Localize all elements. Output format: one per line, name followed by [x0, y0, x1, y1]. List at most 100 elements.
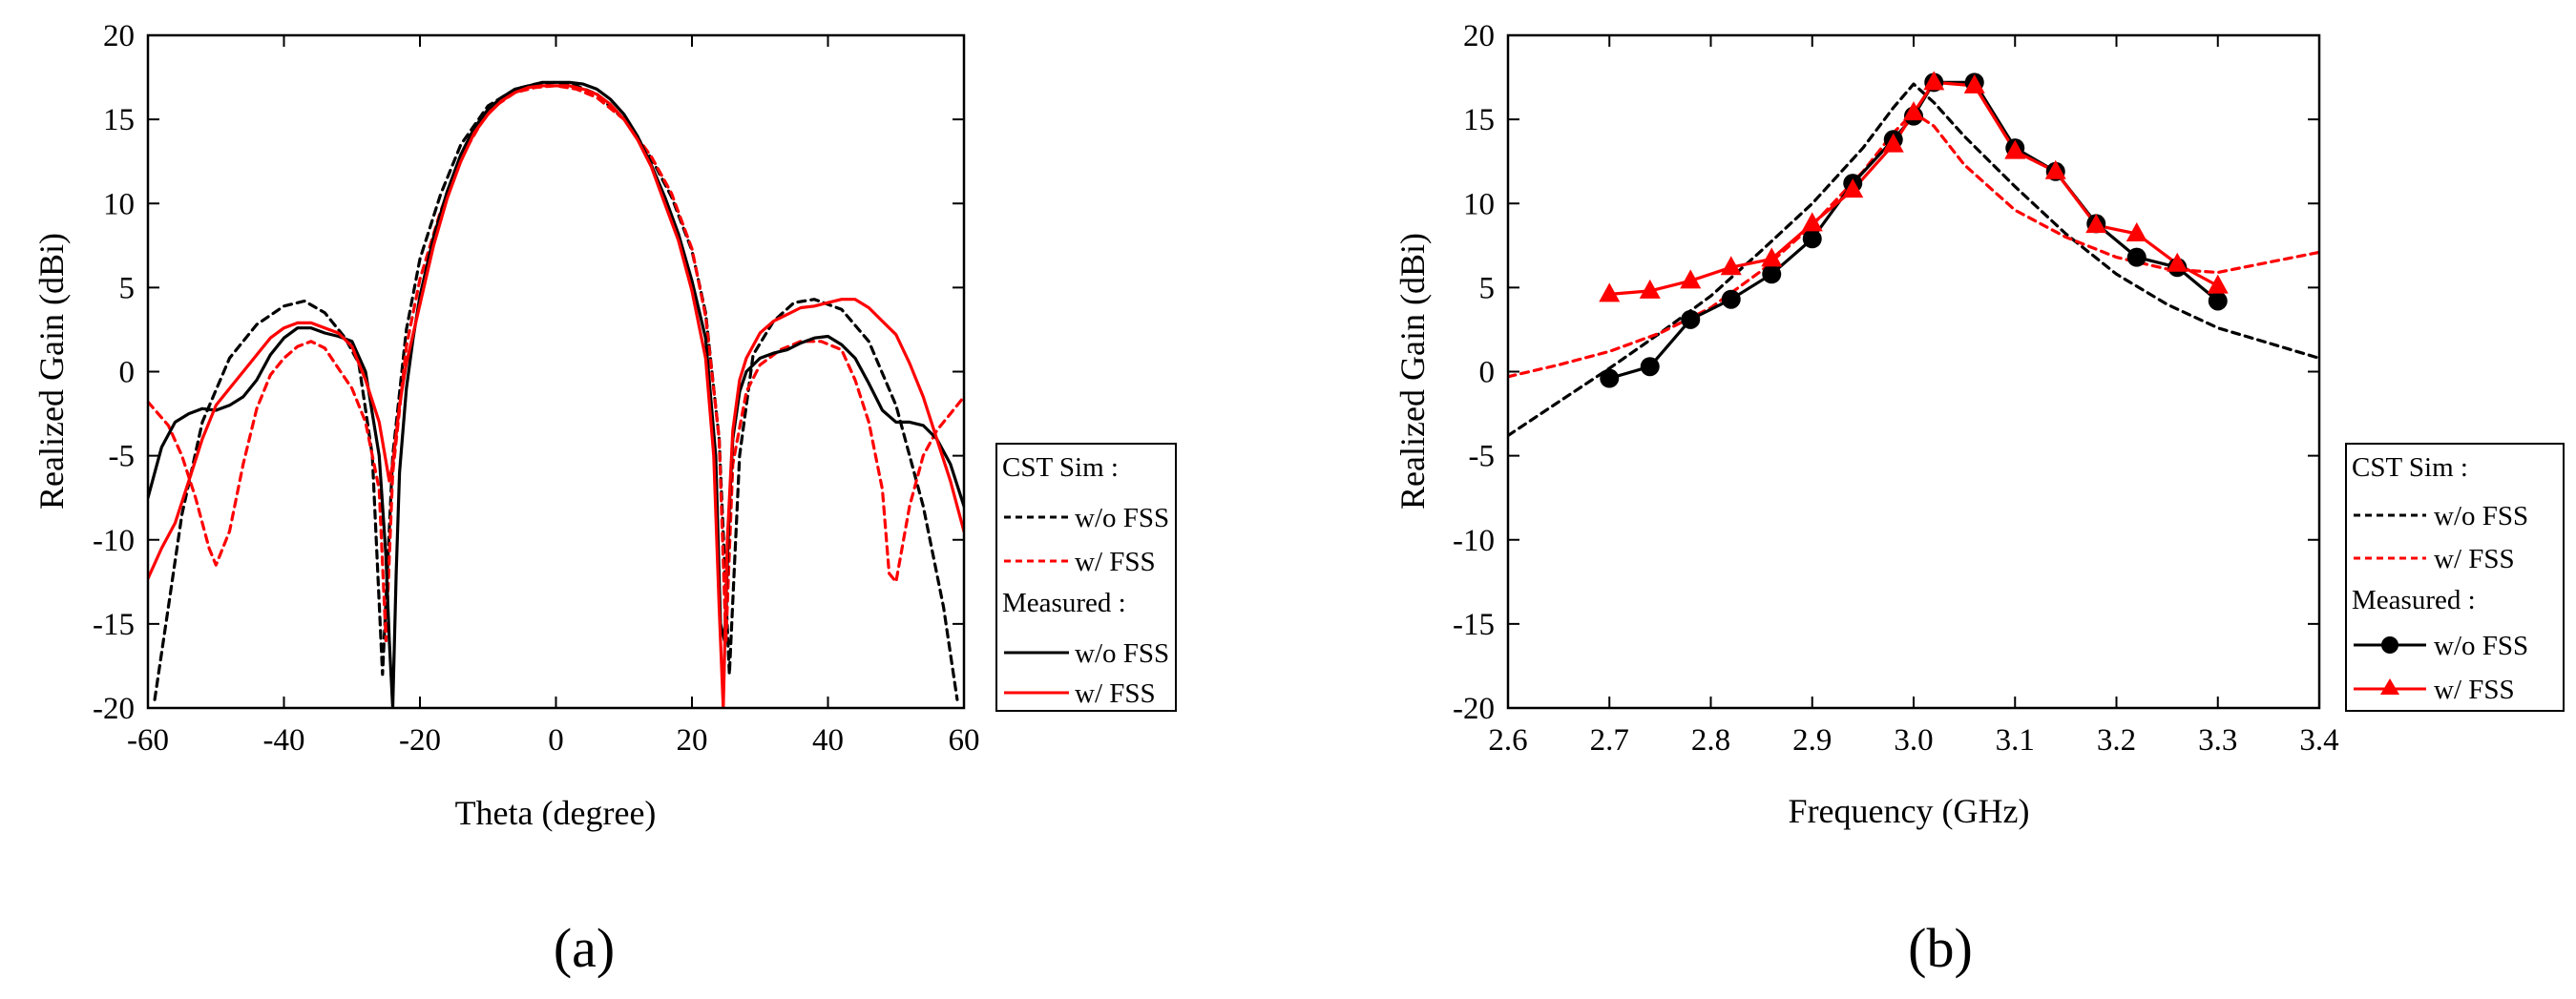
legend-group-sim: CST Sim :: [1002, 452, 1119, 483]
x-tick-label: -60: [127, 723, 169, 758]
legend: CST Sim : w/o FSS w/ FSS Measured : w/o …: [2345, 443, 2565, 712]
legend-marker-meas-w: [2380, 678, 2399, 695]
y-tick-label: 20: [103, 19, 135, 53]
x-tick-label: 60: [949, 723, 980, 758]
series-lines: [1508, 80, 2319, 438]
data-point: [1680, 269, 1702, 289]
data-point: [2126, 247, 2147, 267]
data-point: [1600, 368, 1620, 388]
y-tick-labels: -20 -15 -10 -5 0 5 10 15 20: [93, 19, 135, 726]
legend-label-meas-w: w/ FSS: [2434, 675, 2515, 705]
plot-frame: [1506, 33, 2321, 710]
panel-label-b: (b): [1908, 917, 1973, 979]
y-tick-label: 20: [1463, 19, 1495, 53]
legend-group-sim: CST Sim :: [2352, 452, 2468, 483]
x-tick-labels: -60 -40 -20 0 20 40 60: [127, 723, 980, 758]
data-point: [1801, 212, 1823, 232]
data-point: [1762, 264, 1782, 284]
y-tick-label: -5: [1469, 440, 1496, 474]
y-tick-label: 15: [103, 103, 135, 137]
chart-panel-b: 2.6 2.7 2.8 2.9 3.0 3.1 3.2 3.3 3.4 -20 -15 -10 -5 0…: [1393, 19, 2565, 979]
legend-label-meas-wo: w/o FSS: [1075, 638, 1169, 669]
y-tick-label: 5: [119, 271, 136, 305]
x-tick-label: 2.9: [1792, 723, 1832, 758]
y-tick-label: 10: [1463, 187, 1495, 221]
series-line-measured-w-o-fss: [148, 80, 964, 708]
panel-label-a: (a): [554, 917, 615, 979]
legend-label-sim-w: w/ FSS: [1075, 547, 1156, 577]
x-tick-label: 3.2: [2097, 723, 2136, 758]
y-tick-label: 0: [1479, 356, 1496, 390]
legend-box: [2345, 443, 2565, 712]
plot-frame: [146, 33, 966, 710]
data-point: [2085, 214, 2107, 234]
chart-panel-a: -60 -40 -20 0 20 40 60 -20 -15 -10 -5 0 5 10 15 20 The…: [32, 19, 1177, 979]
y-axis-label: Realized Gain (dBi): [1393, 233, 1432, 510]
y-tick-label: 5: [1479, 271, 1496, 305]
y-tick-label: -15: [1453, 608, 1495, 642]
x-axis-label: Theta (degree): [455, 794, 657, 832]
x-tick-label: -40: [263, 723, 305, 758]
x-tick-label: 40: [812, 723, 844, 758]
x-tick-label: 3.3: [2198, 723, 2237, 758]
data-point: [2208, 291, 2228, 311]
x-axis-label: Frequency (GHz): [1789, 792, 2030, 830]
x-tick-label: 3.4: [2299, 723, 2338, 758]
series-line-cst-sim-w-fss: [1508, 111, 2319, 379]
x-tick-label: 3.1: [1996, 723, 2035, 758]
data-point: [1761, 247, 1783, 267]
legend-marker-meas-wo: [2381, 636, 2398, 654]
legend-group-meas: Measured :: [1002, 588, 1126, 618]
series-lines: [148, 80, 964, 708]
data-point: [2004, 139, 2026, 159]
data-point: [1720, 256, 1742, 276]
y-axis-label: Realized Gain (dBi): [32, 233, 71, 510]
legend: CST Sim : w/o FSS w/ FSS Measured : w/o …: [995, 443, 1177, 712]
y-tick-label: 0: [119, 356, 136, 390]
y-tick-label: 10: [103, 187, 135, 221]
data-point: [1963, 73, 1985, 94]
y-tick-label: -10: [93, 524, 135, 558]
legend-box: [995, 443, 1177, 712]
x-tick-label: 2.6: [1488, 723, 1527, 758]
data-point: [1842, 178, 1864, 198]
x-tick-label: 20: [677, 723, 708, 758]
x-tick-label: 2.7: [1590, 723, 1629, 758]
series-line-cst-sim-w-o-fss: [1508, 82, 2319, 438]
legend-group-meas: Measured :: [2352, 585, 2476, 615]
x-tick-labels: 2.6 2.7 2.8 2.9 3.0 3.1 3.2 3.3 3.4: [1488, 723, 2338, 758]
series-line-measured-w-fss: [148, 84, 964, 708]
data-point: [1640, 357, 1660, 377]
x-tick-label: 0: [548, 723, 564, 758]
data-point: [1903, 101, 1924, 121]
y-tick-label: 15: [1463, 103, 1495, 137]
data-point: [1923, 71, 1945, 91]
series-markers: [1599, 71, 2229, 388]
legend-label-sim-wo: w/o FSS: [2434, 501, 2528, 531]
data-point: [2207, 274, 2229, 294]
x-tick-label: -20: [399, 723, 441, 758]
legend-label-sim-w: w/ FSS: [2434, 544, 2515, 574]
data-point: [2126, 221, 2147, 241]
data-point: [1681, 309, 1701, 329]
y-tick-labels: -20 -15 -10 -5 0 5 10 15 20: [1453, 19, 1495, 726]
data-point: [1639, 279, 1661, 299]
series-line-cst-sim-w-fss: [148, 84, 964, 643]
data-point: [1721, 289, 1741, 309]
y-tick-label: -20: [93, 692, 135, 726]
data-point: [1882, 133, 1904, 153]
y-tick-label: -20: [1453, 692, 1495, 726]
series-line-cst-sim-w-o-fss: [153, 80, 959, 701]
data-point: [2167, 252, 2189, 272]
legend-label-meas-w: w/ FSS: [1075, 678, 1156, 709]
axis-ticks: [147, 34, 965, 709]
y-tick-label: -10: [1453, 524, 1495, 558]
x-tick-label: 3.0: [1894, 723, 1933, 758]
legend-label-meas-wo: w/o FSS: [2434, 631, 2528, 661]
y-tick-label: -5: [109, 440, 136, 474]
y-tick-label: -15: [93, 608, 135, 642]
data-point: [1802, 229, 1822, 249]
legend-label-sim-wo: w/o FSS: [1075, 503, 1169, 533]
data-point: [1599, 282, 1621, 302]
